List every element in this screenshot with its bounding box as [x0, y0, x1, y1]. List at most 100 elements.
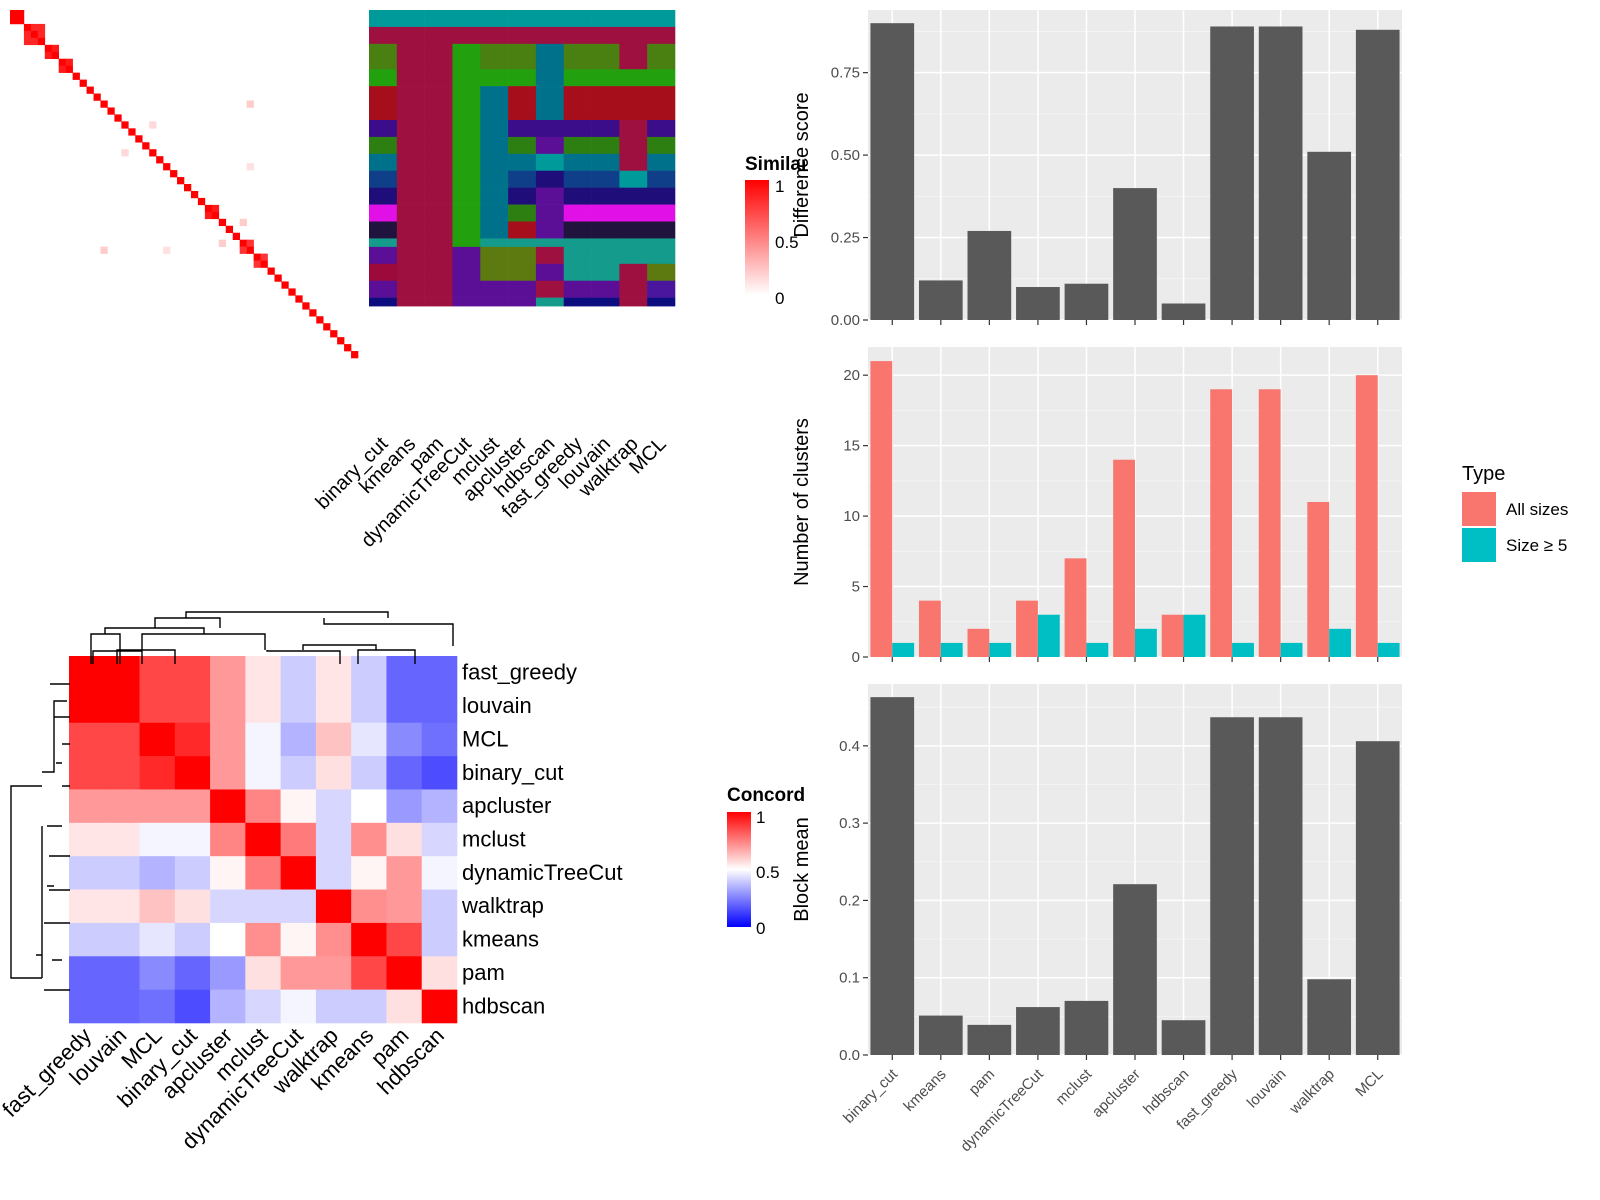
- bar: [870, 23, 915, 320]
- assignment-cell: [369, 69, 398, 87]
- assignment-cell: [369, 246, 398, 265]
- concordance-cell: [315, 856, 352, 890]
- concordance-cell: [69, 822, 105, 857]
- assignment-cell: [535, 187, 565, 205]
- y-tick-label: 5: [852, 579, 860, 596]
- method-axis-labels: binary_cutkmeanspamdynamicTreeCutmclusta…: [312, 433, 671, 552]
- type-legend-title: Type: [1462, 463, 1505, 485]
- concordance-cell: [69, 856, 105, 890]
- concordance-cell: [174, 989, 211, 1024]
- concordance-cell: [351, 689, 387, 724]
- assignment-cell: [369, 43, 398, 70]
- similarity-cell: [170, 170, 178, 178]
- assignment-cell: [424, 280, 453, 298]
- assignment-cell: [619, 297, 648, 307]
- concordance-cell: [174, 722, 211, 757]
- x-tick-label: mclust: [1053, 1065, 1096, 1108]
- assignment-cell: [647, 10, 676, 28]
- concordance-cell: [351, 922, 387, 957]
- similarity-cell: [149, 121, 157, 129]
- assignment-cell: [369, 26, 398, 45]
- similarity-cell: [72, 72, 80, 80]
- assignment-cell: [647, 297, 676, 307]
- assignment-cell: [563, 297, 592, 307]
- assignment-cell: [424, 153, 453, 172]
- assignment-cell: [369, 280, 398, 298]
- y-tick-label: 0.25: [831, 230, 860, 247]
- similarity-cell: [323, 323, 331, 331]
- assignment-cell: [535, 136, 565, 155]
- concordance-cell: [351, 756, 387, 790]
- concordance-colorbar: [727, 812, 751, 927]
- concordance-cell: [421, 956, 458, 990]
- concordance-cell: [104, 789, 140, 824]
- assignment-cell: [480, 43, 509, 70]
- assignment-cell: [535, 69, 565, 87]
- similarity-legend-title: Similarity: [745, 154, 831, 175]
- similarity-cell: [93, 93, 101, 101]
- assignment-cell: [480, 119, 509, 138]
- concordance-cell: [280, 889, 317, 924]
- concordance-cell: [245, 822, 281, 857]
- concordance-cell: [210, 889, 246, 924]
- bar: [989, 642, 1012, 657]
- similarity-legend-tick: 1: [775, 177, 784, 196]
- y-tick-label: 0.4: [839, 738, 860, 755]
- concordance-cell: [421, 722, 458, 757]
- similarity-cell: [211, 211, 220, 220]
- similarity-cell: [225, 225, 234, 234]
- concordance-cell: [421, 889, 458, 924]
- similarity-cell: [239, 246, 247, 254]
- similarity-legend: Similarity 1 0.5 0: [745, 154, 831, 308]
- concordance-cell: [421, 756, 458, 790]
- concordance-cell: [315, 689, 352, 724]
- assignment-cell: [424, 297, 453, 307]
- assignment-cell: [591, 43, 620, 70]
- assignment-cell: [452, 170, 481, 188]
- concordance-cell: [315, 989, 352, 1024]
- assignment-cell: [480, 204, 509, 222]
- assignment-cell: [480, 238, 509, 248]
- assignment-cell: [647, 280, 676, 298]
- concordance-cell: [351, 956, 387, 990]
- similarity-cell: [100, 246, 108, 254]
- assignment-cell: [535, 204, 565, 222]
- assignment-cell: [452, 297, 481, 307]
- similarity-cell: [281, 281, 289, 289]
- assignment-cell: [396, 246, 425, 265]
- assignment-cell: [480, 10, 509, 28]
- assignment-cell: [508, 263, 537, 282]
- assignment-cell: [452, 204, 481, 222]
- assignment-cell: [647, 263, 676, 282]
- concordance-cell: [210, 656, 246, 690]
- similarity-cell: [107, 107, 115, 115]
- assignment-cell: [647, 187, 676, 205]
- assignment-cell: [619, 246, 648, 265]
- bar: [1183, 614, 1206, 657]
- concordance-cell: [421, 922, 458, 957]
- bar: [1258, 389, 1281, 657]
- concordance-legend-tick: 1: [756, 808, 765, 827]
- similarity-cell: [23, 30, 32, 39]
- similarity-cell: [58, 65, 66, 73]
- concordance-cell: [174, 856, 211, 890]
- assignment-cell: [508, 69, 537, 87]
- concordance-cell: [386, 822, 423, 857]
- assignment-cell: [480, 136, 509, 155]
- assignment-cell: [508, 187, 537, 205]
- similarity-cell: [51, 44, 60, 53]
- similarity-cell: [37, 37, 46, 46]
- assignment-cell: [563, 263, 592, 282]
- similarity-cell: [100, 100, 108, 108]
- similarity-cell: [135, 135, 143, 143]
- row-label: binary_cut: [462, 760, 564, 785]
- assignment-cell: [563, 43, 592, 70]
- assignment-cell: [452, 43, 481, 70]
- bar: [1064, 283, 1109, 320]
- concordance-cell: [421, 822, 458, 857]
- assignment-cell: [452, 153, 481, 172]
- concordance-cell: [421, 789, 458, 824]
- concordance-cell: [421, 856, 458, 890]
- assignment-cell: [563, 246, 592, 265]
